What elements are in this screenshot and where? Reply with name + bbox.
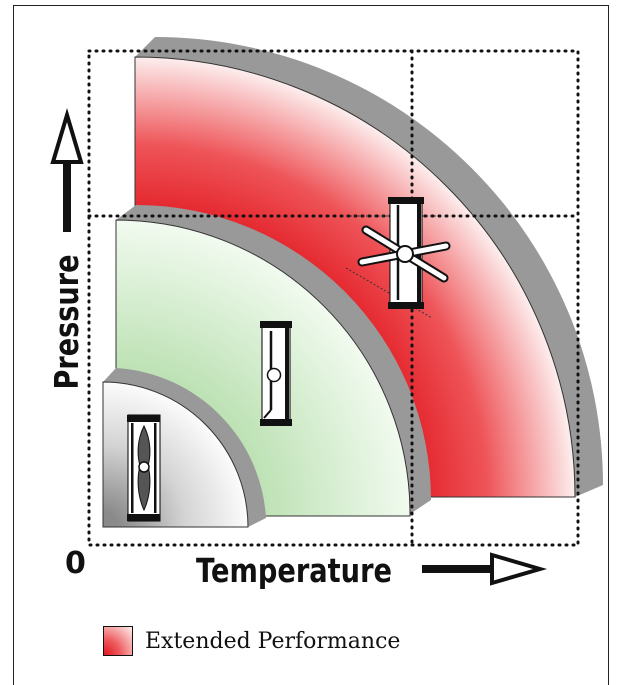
inner-band bbox=[103, 368, 266, 527]
legend-swatch bbox=[103, 626, 133, 656]
legend-label: Extended Performance bbox=[145, 628, 401, 654]
seal-icon-medium bbox=[260, 321, 292, 426]
pressure-arrow bbox=[50, 107, 84, 232]
origin-label: 0 bbox=[65, 546, 86, 581]
temperature-label: Temperature bbox=[196, 551, 392, 590]
performance-diagram: Pressure Temperature 0 bbox=[47, 37, 603, 590]
middle-band bbox=[116, 205, 431, 514]
pressure-label: Pressure bbox=[47, 255, 86, 390]
seal-icon-extended bbox=[345, 197, 451, 319]
figure-frame bbox=[13, 5, 609, 685]
seal-icon-low bbox=[127, 414, 161, 522]
legend: Extended Performance bbox=[103, 624, 400, 658]
temperature-arrow bbox=[422, 552, 548, 586]
